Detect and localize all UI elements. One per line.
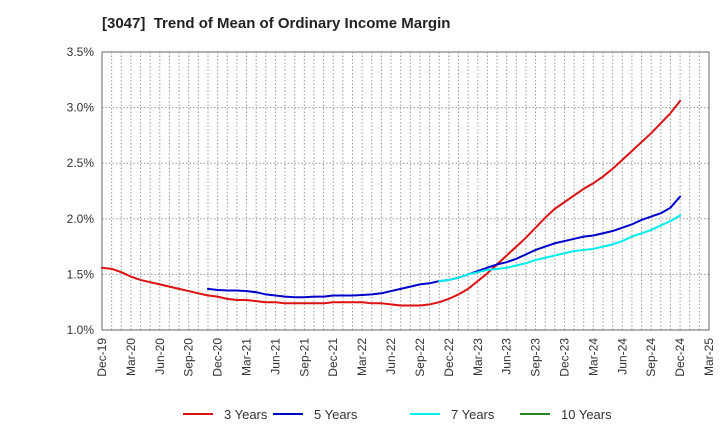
x-tick-label: Jun-24 (615, 338, 629, 375)
y-tick-label: 1.5% (67, 267, 95, 281)
chart-title: [3047] Trend of Mean of Ordinary Income … (102, 15, 451, 32)
x-tick-label: Jun-22 (384, 338, 398, 375)
x-tick-label: Sep-24 (644, 338, 658, 377)
x-tick-label: Mar-20 (124, 338, 138, 376)
x-tick-label: Mar-22 (355, 338, 369, 376)
y-tick-label: 2.5% (67, 156, 95, 170)
legend-label: 10 Years (561, 407, 612, 422)
x-tick-label: Sep-21 (297, 338, 311, 377)
x-tick-label: Dec-23 (557, 338, 571, 377)
legend-label: 3 Years (224, 407, 268, 422)
x-tick-label: Dec-19 (95, 338, 109, 377)
x-tick-label: Sep-22 (413, 338, 427, 377)
x-tick-label: Dec-21 (326, 338, 340, 377)
y-tick-label: 2.0% (67, 212, 95, 226)
x-tick-label: Jun-20 (153, 338, 167, 375)
x-tick-label: Jun-21 (268, 338, 282, 375)
y-tick-label: 1.0% (67, 323, 95, 337)
y-tick-label: 3.0% (67, 101, 95, 115)
x-tick-label: Sep-20 (182, 338, 196, 377)
x-tick-label: Jun-23 (500, 338, 514, 375)
x-tick-label: Sep-23 (529, 338, 543, 377)
x-tick-label: Mar-23 (471, 338, 485, 376)
chart-legend: 3 Years 5 Years 7 Years 10 Years (183, 407, 612, 422)
y-tick-label: 3.5% (67, 45, 95, 59)
series-line-7-years (438, 214, 682, 283)
plot-frame (101, 51, 710, 331)
x-tick-label: Mar-25 (702, 338, 716, 376)
series-line-3-years (101, 99, 682, 307)
x-tick-label: Dec-20 (211, 338, 225, 377)
legend-label: 7 Years (451, 407, 495, 422)
x-tick-label: Mar-24 (586, 338, 600, 376)
x-tick-label: Dec-22 (442, 338, 456, 377)
legend-label: 5 Years (314, 407, 358, 422)
x-tick-label: Mar-21 (240, 338, 254, 376)
x-tick-label: Dec-24 (673, 338, 687, 377)
series-line-5-years (206, 195, 682, 299)
